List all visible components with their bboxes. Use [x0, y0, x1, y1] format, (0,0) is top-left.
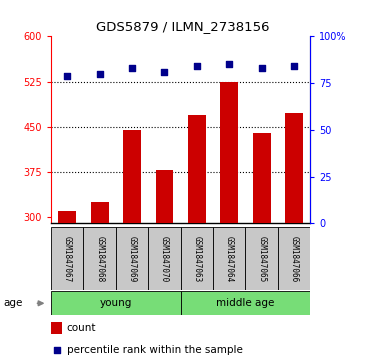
- Point: [194, 63, 200, 69]
- Text: middle age: middle age: [216, 298, 274, 308]
- Text: young: young: [100, 298, 132, 308]
- Text: count: count: [67, 323, 96, 333]
- Point: [162, 69, 168, 75]
- Text: GSM1847067: GSM1847067: [63, 236, 72, 282]
- Bar: [51, 291, 181, 315]
- Bar: [84, 227, 116, 290]
- Point: [97, 71, 103, 77]
- Text: GSM1847065: GSM1847065: [257, 236, 266, 282]
- Bar: [148, 227, 181, 290]
- Bar: [51, 322, 62, 334]
- Bar: [213, 227, 245, 290]
- Bar: [155, 170, 173, 223]
- Point: [226, 61, 232, 67]
- Bar: [51, 227, 84, 290]
- Bar: [285, 114, 303, 223]
- Point: [64, 73, 70, 78]
- Bar: [181, 291, 310, 315]
- Point: [291, 63, 297, 69]
- Text: GSM1847068: GSM1847068: [95, 236, 104, 282]
- Bar: [181, 227, 213, 290]
- Bar: [278, 227, 310, 290]
- Text: GSM1847063: GSM1847063: [192, 236, 201, 282]
- Text: GDS5879 / ILMN_2738156: GDS5879 / ILMN_2738156: [96, 20, 269, 33]
- Text: GSM1847070: GSM1847070: [160, 236, 169, 282]
- Bar: [220, 82, 238, 223]
- Text: percentile rank within the sample: percentile rank within the sample: [67, 345, 242, 355]
- Bar: [116, 227, 148, 290]
- Bar: [188, 115, 206, 223]
- Point: [259, 65, 265, 71]
- Text: GSM1847069: GSM1847069: [128, 236, 137, 282]
- Point: [54, 347, 59, 353]
- Text: GSM1847064: GSM1847064: [225, 236, 234, 282]
- Bar: [91, 202, 109, 223]
- Bar: [245, 227, 278, 290]
- Bar: [253, 133, 270, 223]
- Text: GSM1847066: GSM1847066: [289, 236, 299, 282]
- Bar: [123, 130, 141, 223]
- Bar: [58, 211, 76, 223]
- Point: [129, 65, 135, 71]
- Text: age: age: [4, 298, 23, 308]
